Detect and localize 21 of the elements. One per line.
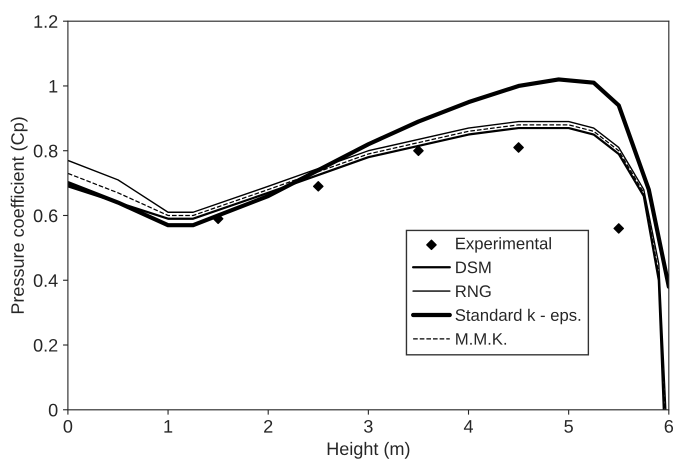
y-tick-label: 0.4 xyxy=(34,274,58,287)
x-tick-label: 0 xyxy=(64,420,72,433)
x-tick-label: 6 xyxy=(664,420,674,433)
x-axis-title: Height (m) xyxy=(328,442,410,459)
x-tick-label: 5 xyxy=(564,420,573,433)
legend-label: Standard k - eps. xyxy=(456,308,580,324)
y-tick-label: 0.8 xyxy=(34,144,58,158)
legend-label: M.M.K. xyxy=(456,333,506,345)
x-tick-label: 1 xyxy=(164,420,172,433)
y-tick-label: 1 xyxy=(50,80,58,92)
y-tick-label: 0.2 xyxy=(34,338,58,352)
x-tick-label: 3 xyxy=(364,420,373,433)
y-tick-label: 1.2 xyxy=(34,15,58,28)
y-axis-title: Pressure coefficient (Cp) xyxy=(10,117,28,314)
legend-label: Experimental xyxy=(456,237,551,253)
x-tick-label: 2 xyxy=(264,420,272,433)
y-tick-label: 0 xyxy=(48,404,58,416)
x-tick-label: 4 xyxy=(464,420,474,433)
legend-label: RNG xyxy=(456,285,491,298)
legend-label: DSM xyxy=(456,261,490,274)
y-tick-label: 0.6 xyxy=(34,209,58,222)
